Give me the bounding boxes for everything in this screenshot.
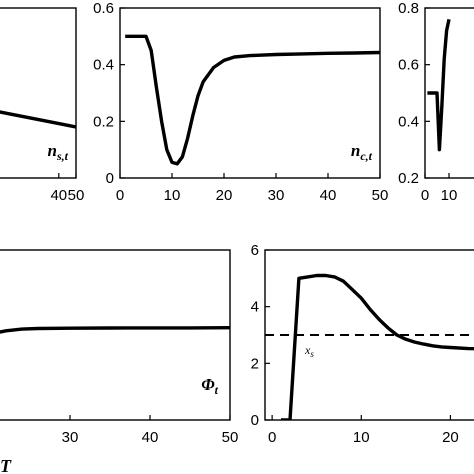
y-tick-label: 6 bbox=[251, 242, 259, 259]
series-label-ns: ns,t bbox=[48, 141, 69, 163]
ticks-x: 0 10 20 0 2 4 6 bbox=[251, 242, 459, 446]
reference-label-x: xs bbox=[304, 343, 314, 359]
x-tick-label: 30 bbox=[268, 187, 285, 204]
x-tick-label: 10 bbox=[441, 187, 458, 204]
series-line-x bbox=[281, 273, 474, 420]
chart-third: 0 10 0.2 0.4 0.6 0.8 bbox=[398, 0, 474, 204]
x-tick-label: 10 bbox=[164, 187, 181, 204]
series-line-ns bbox=[0, 110, 76, 129]
x-tick-label: 0 bbox=[421, 187, 429, 204]
axes-frame-third bbox=[424, 7, 474, 179]
y-tick-label: 0 bbox=[106, 170, 114, 187]
x-tick-label: 50 bbox=[372, 187, 389, 204]
chart-x: 0 10 20 0 2 4 6 xs bbox=[251, 242, 474, 446]
axes-frame-ns bbox=[0, 7, 77, 179]
marks-x bbox=[265, 273, 474, 420]
axes-frame-x bbox=[264, 249, 474, 421]
y-tick-label: 2 bbox=[251, 355, 259, 372]
y-tick-label: 0.6 bbox=[398, 57, 419, 74]
series-line-third bbox=[427, 18, 451, 152]
series-label-nc: nc,t bbox=[351, 141, 373, 163]
x-tick-label: 50 bbox=[222, 429, 239, 446]
ticks-third: 0 10 0.2 0.4 0.6 0.8 bbox=[398, 0, 457, 204]
x-tick-label: 0 bbox=[268, 429, 276, 446]
y-tick-label: 0.4 bbox=[93, 57, 114, 74]
x-axis-title-phi: T bbox=[0, 456, 12, 474]
marks-phi bbox=[0, 326, 230, 334]
ticks-nc: 0 10 20 30 40 50 0 0.2 0.4 0.6 bbox=[93, 0, 388, 204]
x-tick-label: 20 bbox=[216, 187, 233, 204]
marks-third bbox=[427, 18, 451, 152]
y-tick-label: 0.2 bbox=[93, 113, 114, 130]
x-tick-label: 40 bbox=[142, 429, 159, 446]
y-tick-label: 0.4 bbox=[398, 113, 419, 130]
series-line-nc bbox=[125, 34, 380, 166]
y-tick-label: 4 bbox=[251, 299, 259, 316]
x-tick-label: 40 bbox=[320, 187, 337, 204]
y-tick-label: 0.6 bbox=[93, 0, 114, 17]
axes-frame-phi bbox=[0, 249, 231, 421]
y-tick-label: 0 bbox=[251, 412, 259, 429]
ticks-ns: 40 50 bbox=[50, 173, 84, 204]
marks-nc bbox=[125, 34, 380, 166]
y-tick-label: 0.2 bbox=[398, 170, 419, 187]
series-label-phi: Φt bbox=[201, 375, 218, 397]
chart-nc: 0 10 20 30 40 50 0 0.2 0.4 0.6 nc,t bbox=[93, 0, 388, 204]
y-tick-label: 0.8 bbox=[398, 0, 419, 17]
x-tick-label: 50 bbox=[68, 187, 85, 204]
series-line-phi bbox=[0, 326, 230, 334]
x-tick-label: 0 bbox=[116, 187, 124, 204]
marks-ns bbox=[0, 110, 76, 129]
x-tick-label: 40 bbox=[50, 187, 67, 204]
x-tick-label: 30 bbox=[62, 429, 79, 446]
chart-ns: 40 50 ns,t bbox=[0, 7, 84, 204]
axes-frame-nc bbox=[119, 7, 381, 179]
x-tick-label: 10 bbox=[353, 429, 370, 446]
x-tick-label: 20 bbox=[442, 429, 459, 446]
